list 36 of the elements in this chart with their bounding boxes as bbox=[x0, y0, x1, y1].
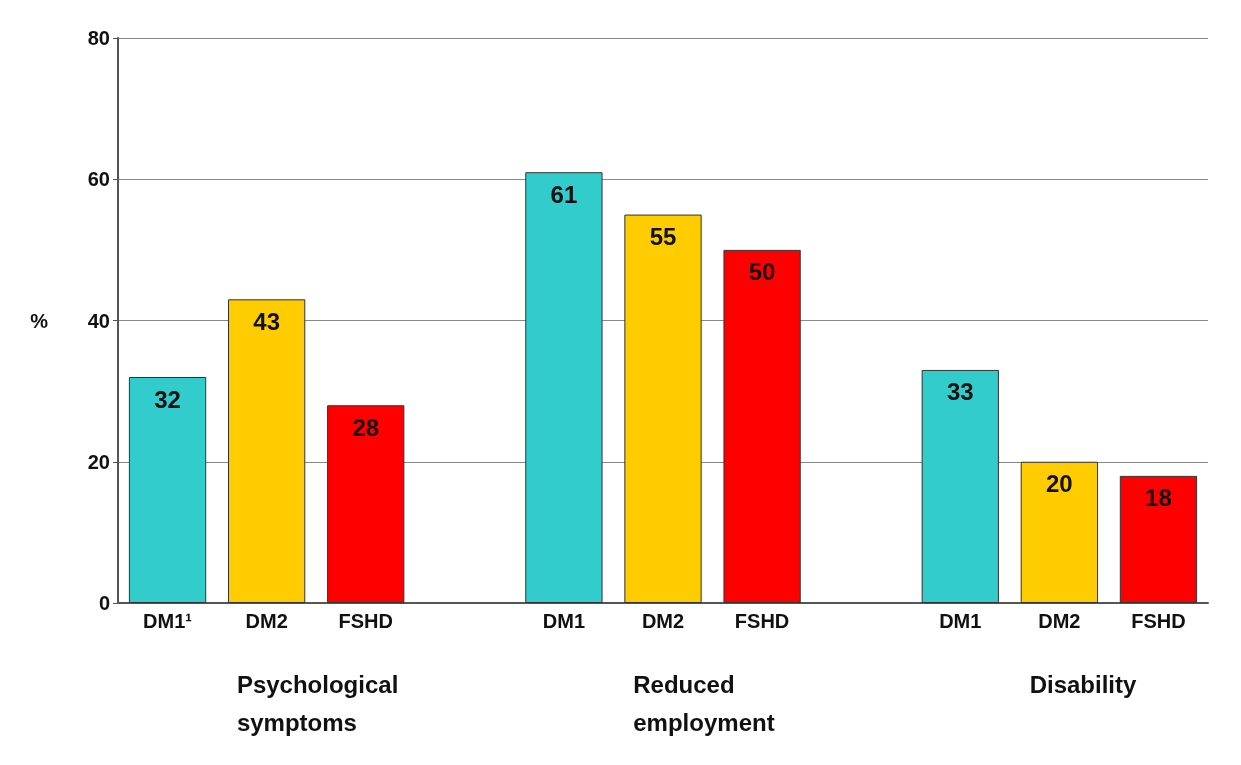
x-tick-label: FSHD bbox=[734, 610, 790, 632]
bar bbox=[327, 405, 405, 603]
bar bbox=[723, 249, 801, 603]
data-label: 43 bbox=[253, 307, 280, 335]
data-label: 28 bbox=[352, 413, 380, 441]
bar bbox=[1119, 475, 1198, 603]
x-tick-label: DM2 bbox=[245, 610, 288, 632]
text: Disability bbox=[1029, 670, 1137, 698]
bar bbox=[227, 299, 306, 603]
x-tick-label: FSHD bbox=[338, 610, 393, 632]
x-tick-label: DM1 bbox=[542, 610, 586, 632]
data-label: 18 bbox=[1145, 484, 1172, 512]
x-tick-label: FSHD bbox=[1131, 610, 1186, 632]
bar bbox=[921, 369, 999, 603]
data-label: 55 bbox=[649, 223, 677, 251]
text: Psychological symptoms bbox=[236, 670, 405, 736]
data-label: 32 bbox=[154, 385, 181, 413]
x-tick-label: DM2 bbox=[641, 610, 685, 632]
bar bbox=[525, 172, 603, 603]
text: Reduced employment bbox=[633, 670, 775, 736]
data-label: 20 bbox=[1046, 470, 1073, 498]
x-tick-label: DM1 bbox=[939, 610, 982, 632]
bar bbox=[624, 214, 702, 603]
y-tick-label: 20 bbox=[87, 450, 110, 473]
x-tick-label: DM1¹ bbox=[143, 610, 193, 632]
bar bbox=[128, 377, 207, 603]
bar bbox=[1020, 461, 1099, 603]
y-tick-label: 60 bbox=[87, 168, 110, 191]
y-tick-label: 80 bbox=[87, 27, 110, 49]
data-label: 33 bbox=[946, 378, 974, 406]
y-axis-title: % bbox=[30, 309, 49, 332]
data-label: 50 bbox=[748, 258, 776, 286]
y-tick-label: 40 bbox=[87, 309, 110, 332]
x-tick-label: DM2 bbox=[1038, 610, 1081, 632]
data-label: 61 bbox=[550, 180, 578, 208]
y-tick-label: 0 bbox=[98, 592, 110, 614]
